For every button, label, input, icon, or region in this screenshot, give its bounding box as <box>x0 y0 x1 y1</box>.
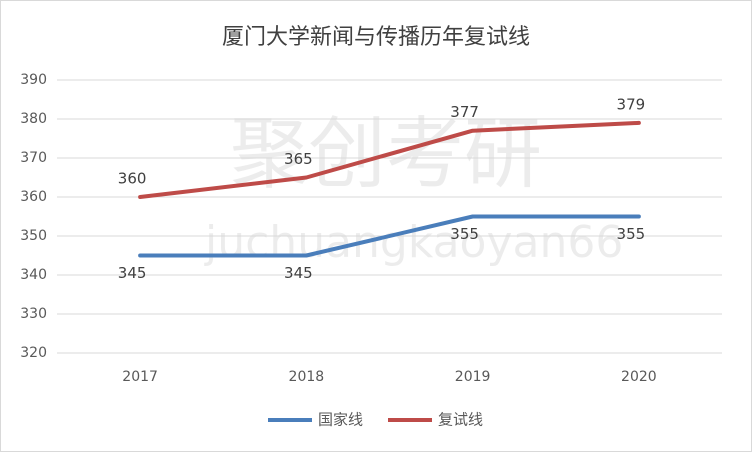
data-label: 360 <box>118 170 147 188</box>
y-tick-label: 340 <box>20 267 47 283</box>
x-tick-label: 2020 <box>621 369 657 385</box>
x-tick-label: 2019 <box>455 369 491 385</box>
y-tick-label: 350 <box>20 228 47 244</box>
data-label: 345 <box>284 264 313 282</box>
x-tick-label: 2017 <box>122 369 158 385</box>
data-label: 379 <box>617 95 646 113</box>
data-label: 355 <box>617 225 646 243</box>
y-tick-label: 380 <box>20 111 47 127</box>
legend-label: 国家线 <box>318 411 363 429</box>
data-label: 345 <box>118 264 147 282</box>
y-tick-label: 370 <box>20 150 47 166</box>
series-line <box>138 214 641 258</box>
data-label: 355 <box>450 225 479 243</box>
data-label: 377 <box>450 103 479 121</box>
y-tick-label: 390 <box>20 72 47 88</box>
y-tick-label: 360 <box>20 189 47 205</box>
watermark: juchuangkaoyan66 <box>204 217 623 268</box>
data-label: 365 <box>284 150 313 168</box>
x-tick-label: 2018 <box>289 369 325 385</box>
y-tick-label: 330 <box>20 306 47 322</box>
series-line <box>138 120 641 199</box>
chart-title: 厦门大学新闻与传播历年复试线 <box>222 25 530 50</box>
legend-label: 复试线 <box>438 411 483 429</box>
y-tick-label: 320 <box>20 345 47 361</box>
